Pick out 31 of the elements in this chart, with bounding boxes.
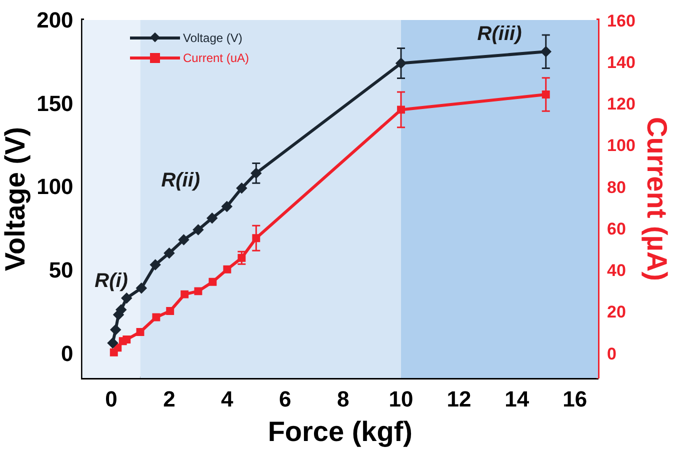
y-tick-label: 0 — [61, 340, 74, 366]
y2-tick-label: 20 — [607, 302, 626, 322]
y2-tick-label: 0 — [607, 344, 617, 364]
y2-tick-label: 80 — [607, 178, 626, 197]
legend-label: Current (uA) — [183, 51, 250, 65]
x-tick-label: 0 — [105, 386, 118, 412]
y2-tick-label: 40 — [607, 261, 626, 280]
x-tick-label: 4 — [221, 386, 234, 412]
band-label: R(iii) — [477, 22, 522, 45]
y2-tick-label: 60 — [607, 219, 626, 238]
y2-tick-label: 100 — [607, 136, 636, 156]
y2-tick-label: 160 — [607, 11, 636, 30]
band-label: R(i) — [94, 270, 128, 292]
x-axis-title: Force (kgf) — [268, 416, 413, 447]
x-tick-label: 10 — [388, 386, 414, 412]
x-tick-label: 8 — [336, 386, 350, 412]
y2-axis-title: Current (µA) — [641, 117, 672, 281]
legend-label: Voltage (V) — [183, 31, 242, 45]
y2-tick-label: 140 — [607, 52, 636, 72]
y-tick-label: 50 — [48, 257, 74, 282]
y-tick-label: 200 — [36, 8, 74, 33]
x-tick-label: 6 — [278, 386, 292, 412]
y-tick-label: 150 — [36, 90, 74, 116]
y2-tick-label: 120 — [607, 94, 636, 114]
x-tick-label: 14 — [504, 386, 530, 412]
x-tick-label: 2 — [163, 386, 176, 412]
y-axis-title: Voltage (V) — [0, 126, 31, 272]
x-tick-label: 12 — [446, 386, 472, 412]
band-label: R(ii) — [161, 170, 200, 192]
x-tick-label: 16 — [562, 386, 588, 412]
y-tick-label: 100 — [36, 174, 74, 200]
